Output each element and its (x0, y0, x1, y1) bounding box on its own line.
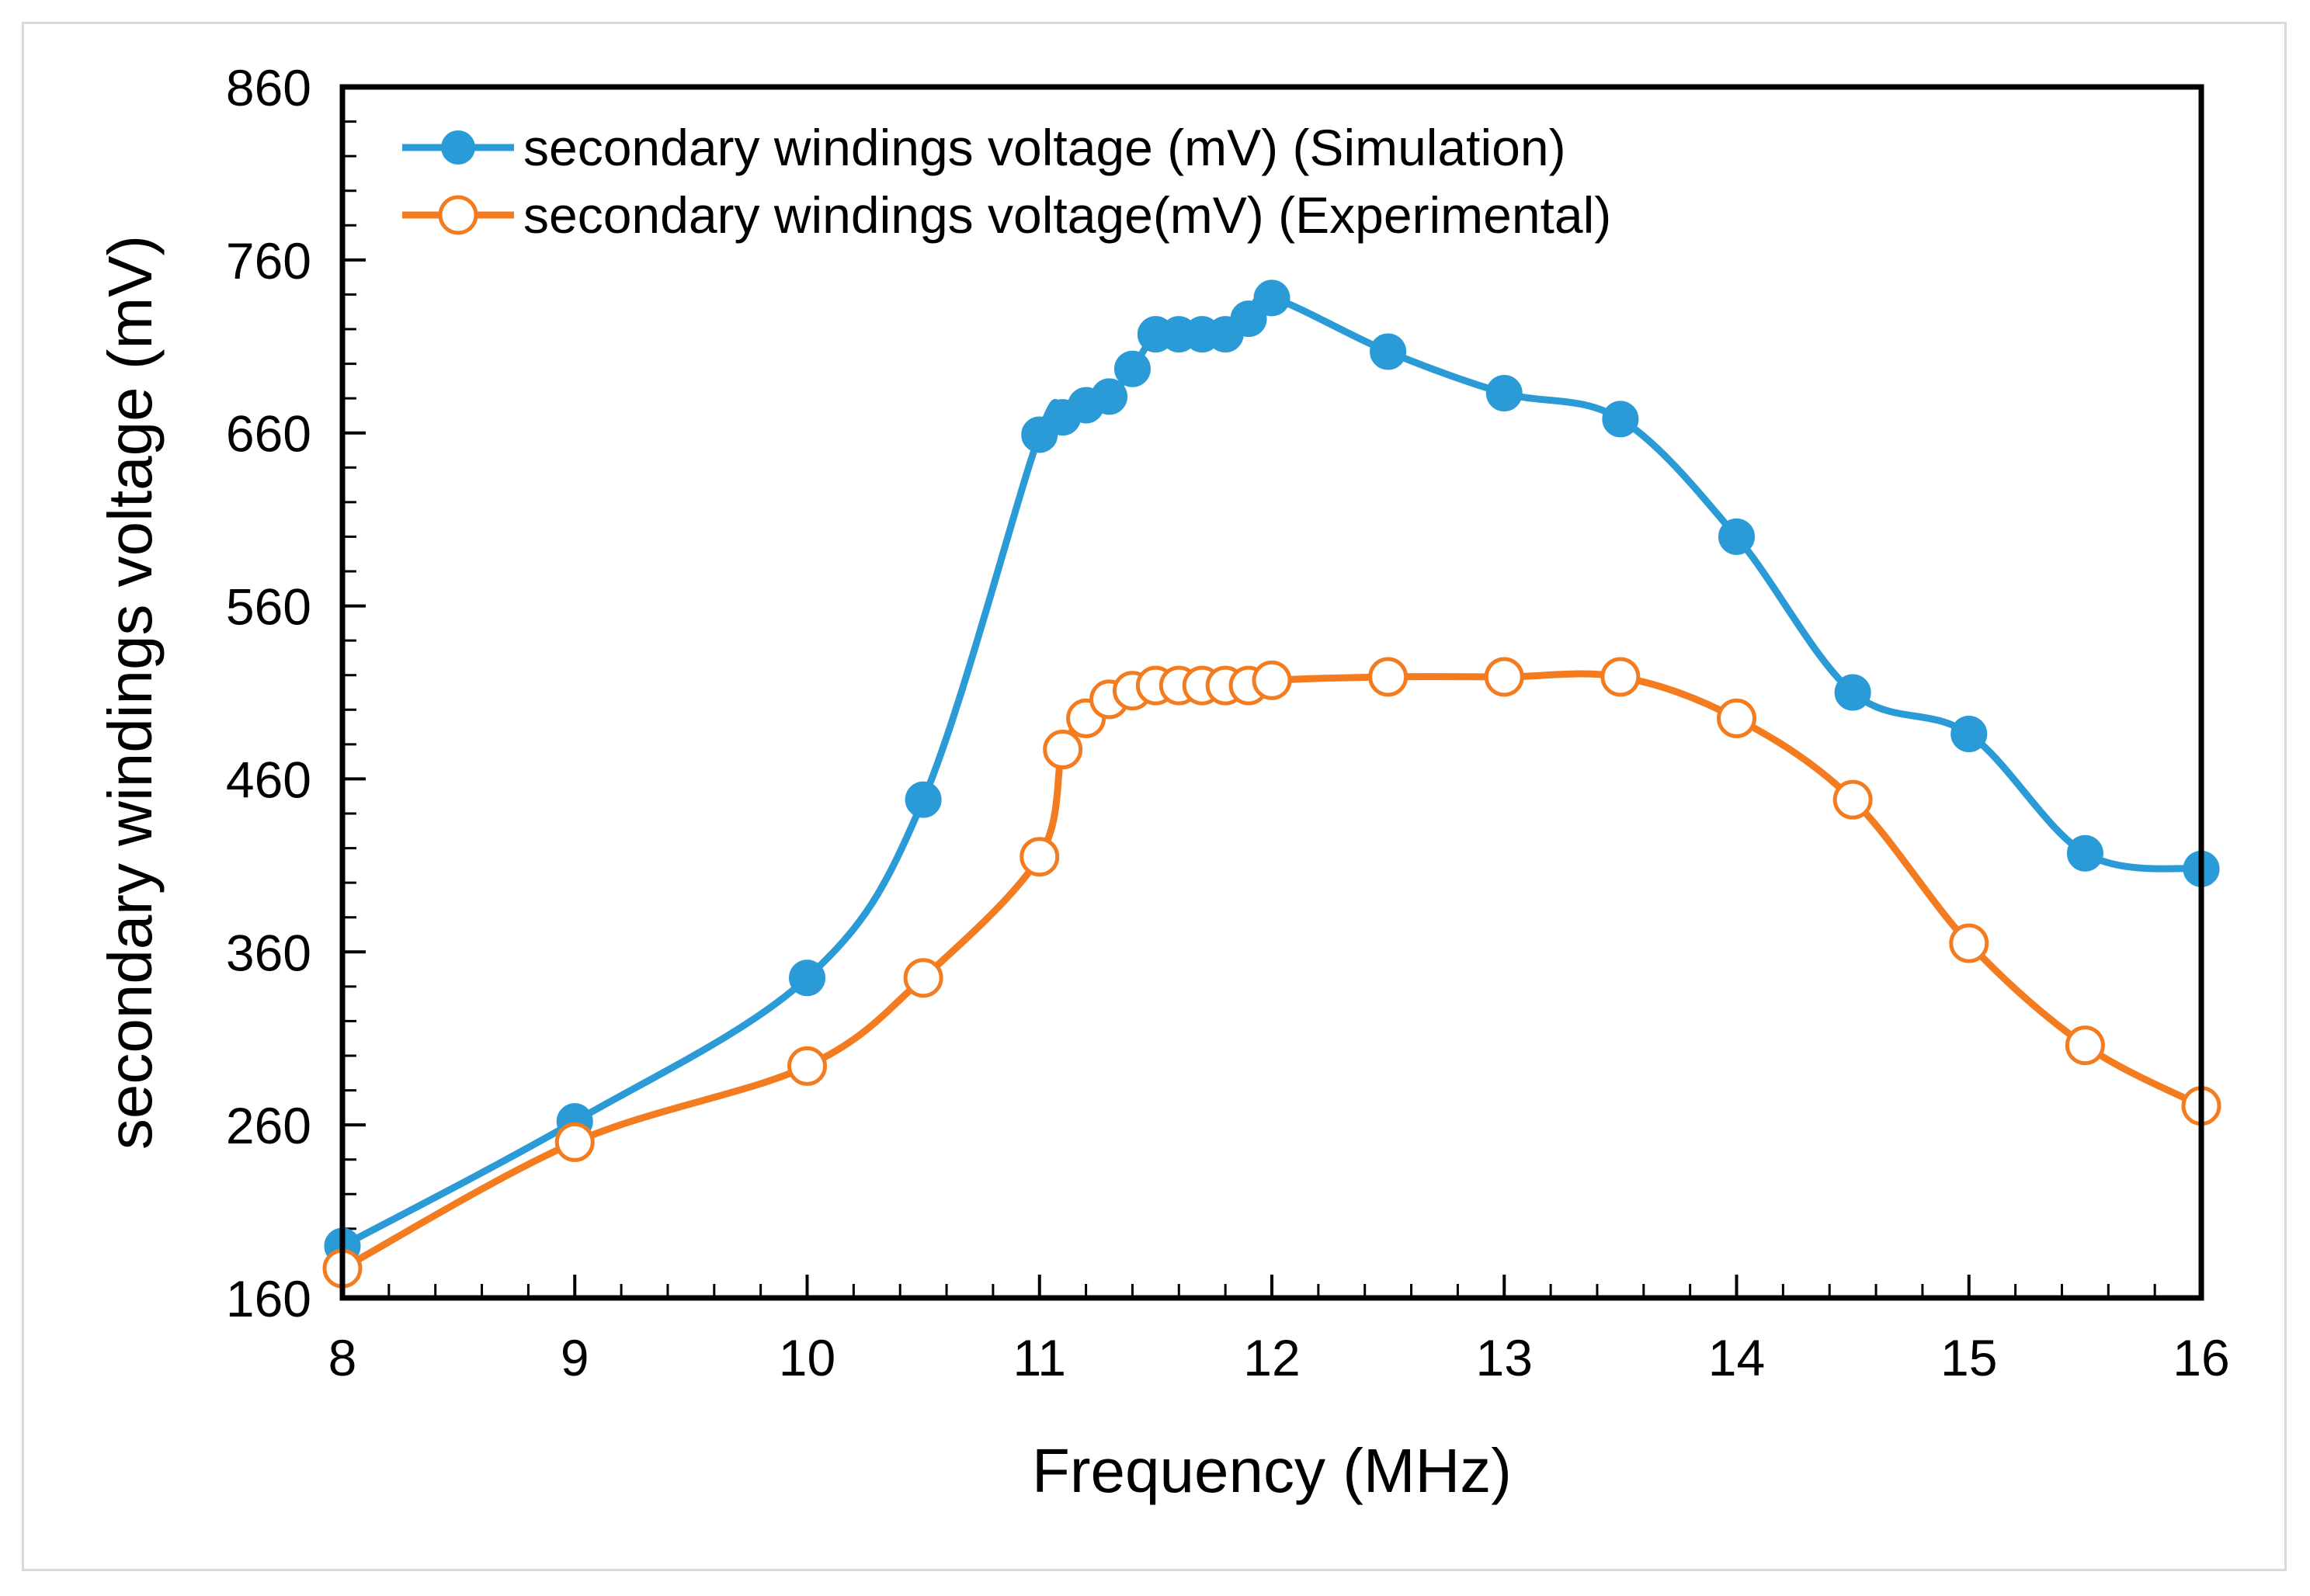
x-axis-label: Frequency (MHz) (1032, 1436, 1512, 1505)
y-tick-label: 560 (226, 578, 311, 636)
data-point (1718, 518, 1755, 555)
legend-marker (441, 130, 475, 165)
data-point (1370, 333, 1407, 370)
x-axis-ticks: 8 9 10 11 12 13 14 15 16 (328, 1275, 2230, 1386)
x-tick-label: 9 (561, 1329, 589, 1386)
data-point (1832, 779, 1873, 820)
y-tick-label: 860 (226, 59, 311, 116)
legend-marker (438, 195, 478, 235)
y-tick-label: 660 (226, 405, 311, 463)
data-point (905, 781, 942, 818)
y-tick-label: 260 (226, 1097, 311, 1154)
data-point (1253, 279, 1290, 317)
data-point (1020, 837, 1060, 877)
x-tick-label: 16 (2173, 1329, 2229, 1386)
x-tick-label: 10 (779, 1329, 835, 1386)
x-tick-label: 8 (328, 1329, 357, 1386)
x-tick-label: 13 (1476, 1329, 1533, 1386)
y-tick-label: 160 (226, 1270, 311, 1327)
data-point (1602, 401, 1639, 438)
data-point (787, 1046, 827, 1086)
plot-area-border (339, 84, 2204, 1301)
series-layer (322, 279, 2221, 1289)
y-tick-label: 460 (226, 751, 311, 808)
legend-label: secondary windings voltage (mV) (Simulat… (523, 119, 1566, 176)
legend: secondary windings voltage (mV) (Simulat… (402, 119, 1611, 244)
data-point (1091, 378, 1128, 415)
data-point (1252, 660, 1292, 700)
x-tick-label: 15 (1940, 1329, 1997, 1386)
series-line (339, 670, 2205, 1272)
data-point (554, 1122, 595, 1162)
legend-label: secondary windings voltage(mV) (Experime… (523, 186, 1611, 244)
series-simulation (324, 279, 2220, 1265)
data-point (1834, 674, 1871, 711)
data-point (1600, 657, 1641, 697)
data-point (1717, 698, 1756, 738)
data-point (1230, 300, 1267, 338)
chart-frame (22, 22, 2287, 1571)
y-axis-label: secondary windings voltage (mV) (96, 235, 165, 1150)
data-point (1950, 715, 1988, 752)
series-line (339, 293, 2205, 1250)
series-experimental (322, 657, 2221, 1289)
x-tick-label: 11 (1013, 1329, 1066, 1386)
data-point (2065, 1025, 2105, 1066)
data-point (1043, 730, 1083, 770)
x-tick-label: 12 (1243, 1329, 1300, 1386)
data-point (1113, 350, 1151, 387)
y-tick-label: 760 (226, 232, 311, 290)
data-point (903, 958, 943, 998)
data-point (1368, 657, 1409, 697)
data-point (1949, 923, 1989, 963)
data-point (1485, 374, 1523, 411)
y-tick-label: 360 (226, 924, 311, 981)
data-point (789, 959, 825, 997)
data-point (1484, 657, 1524, 697)
data-point (2066, 834, 2103, 872)
x-tick-label: 14 (1708, 1329, 1765, 1386)
